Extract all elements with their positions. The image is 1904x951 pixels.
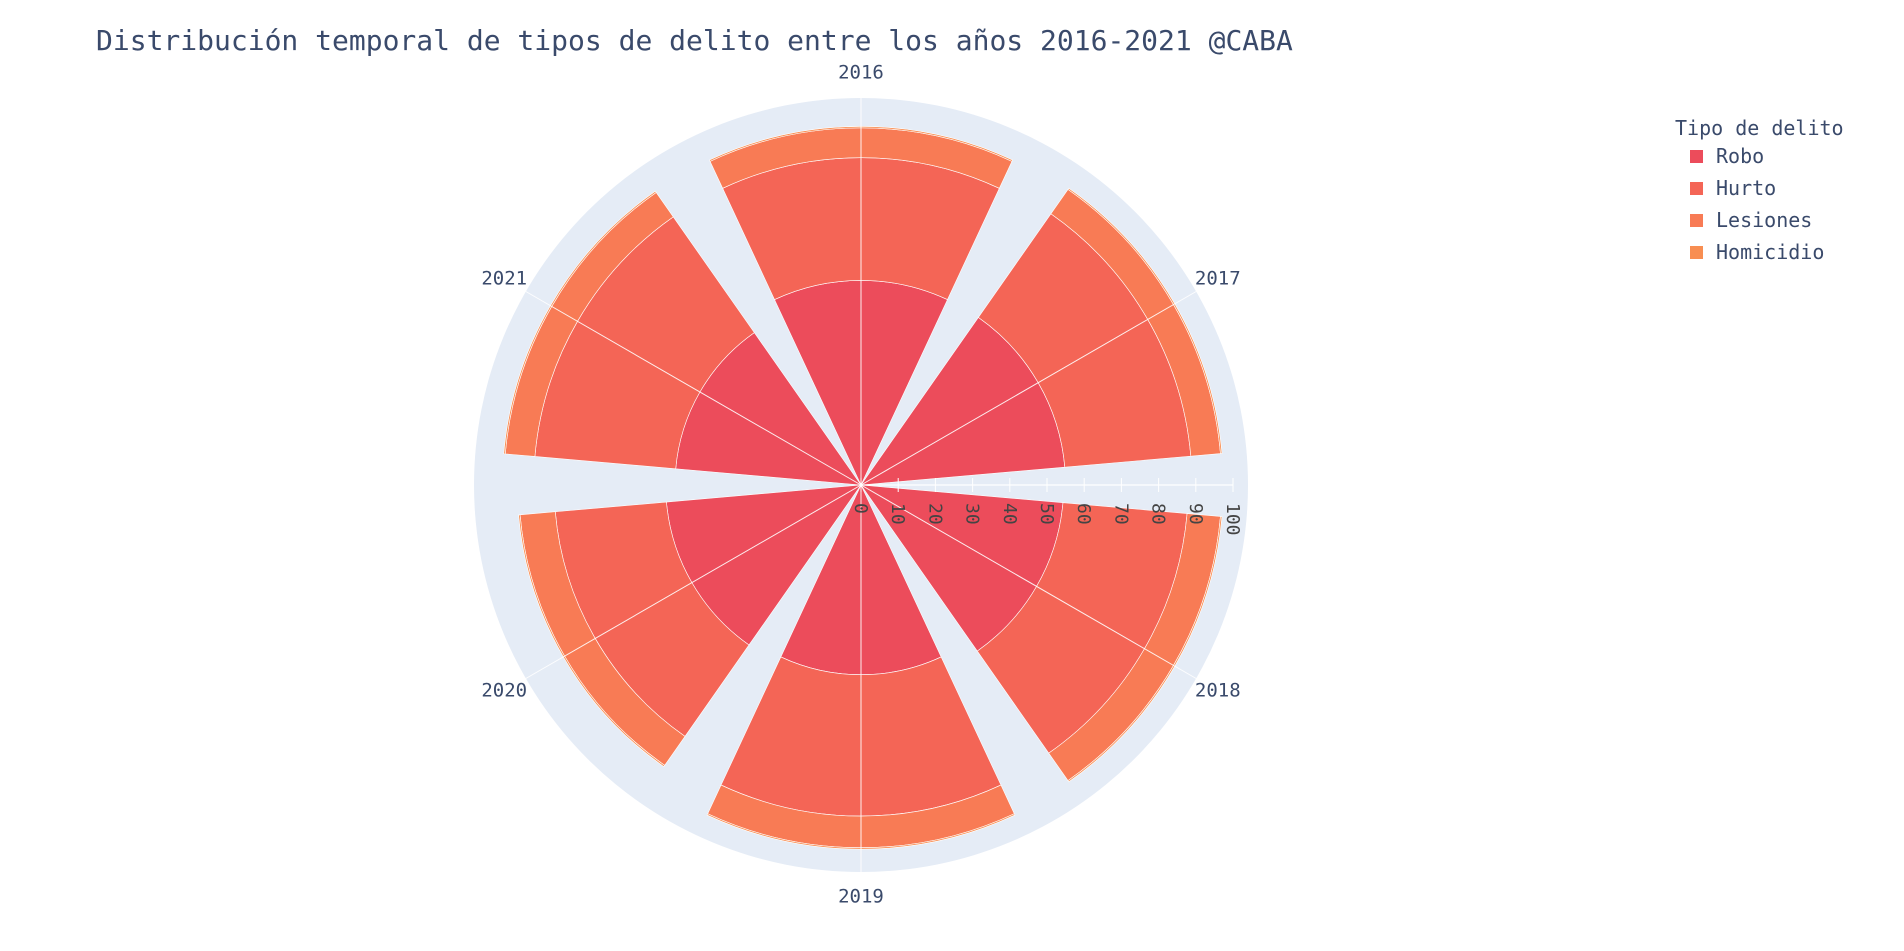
angular-gridline-2021 [525, 291, 862, 486]
legend-label-homicidio[interactable]: Homicidio [1716, 240, 1824, 264]
category-label-2016: 2016 [838, 62, 884, 84]
radial-tick-label: 100 [1222, 503, 1243, 536]
bar-homicidio-2021 [503, 190, 657, 455]
legend-swatch-robo[interactable] [1690, 150, 1703, 163]
legend-label-lesiones[interactable]: Lesiones [1716, 208, 1812, 232]
bars-layer [503, 126, 1223, 850]
radial-tick-label: 60 [1073, 503, 1094, 525]
angular-gridline-2017 [860, 291, 1197, 486]
bar-homicidio-2017 [1067, 187, 1223, 454]
category-label-2017: 2017 [1195, 268, 1241, 290]
legend-swatch-lesiones[interactable] [1690, 214, 1703, 227]
radial-tick-labels: 0 10 20 30 40 50 60 70 80 90 100 [850, 503, 1243, 536]
angular-gridline-2018 [860, 484, 1197, 679]
radial-tick-label: 20 [924, 503, 945, 525]
radial-tick-label: 80 [1148, 503, 1169, 525]
bar-homicidio-2019 [706, 813, 1016, 850]
bar-homicidio-2016 [709, 126, 1013, 162]
legend-label-hurto[interactable]: Hurto [1716, 176, 1776, 200]
grid-layer [525, 98, 1234, 872]
radial-tick-label: 50 [1036, 503, 1057, 525]
category-label-2020: 2020 [481, 680, 527, 702]
legend-title: Tipo de delito [1675, 116, 1844, 140]
category-labels: 2016 2017 2018 2019 2020 2021 [481, 62, 1240, 908]
radial-tick-label: 30 [962, 503, 983, 525]
category-label-2019: 2019 [838, 886, 884, 908]
radial-tick-label: 0 [850, 503, 871, 514]
chart-title: Distribución temporal de tipos de delito… [96, 24, 1293, 57]
radial-tick-label: 40 [999, 503, 1020, 525]
legend-label-robo[interactable]: Robo [1716, 144, 1764, 168]
legend-swatch-homicidio[interactable] [1690, 246, 1703, 259]
bar-homicidio-2018 [1067, 516, 1223, 783]
angular-gridline-2020 [525, 484, 862, 679]
radial-tick-label: 10 [887, 503, 908, 525]
radial-tick-label: 90 [1185, 503, 1206, 525]
bar-homicidio-2020 [518, 514, 666, 767]
legend-swatch-hurto[interactable] [1690, 182, 1703, 195]
radial-tick-label: 70 [1110, 503, 1131, 525]
category-label-2018: 2018 [1195, 680, 1241, 702]
category-label-2021: 2021 [481, 268, 527, 290]
legend: Tipo de delito Robo Hurto Lesiones Homicidi… [1675, 116, 1844, 264]
